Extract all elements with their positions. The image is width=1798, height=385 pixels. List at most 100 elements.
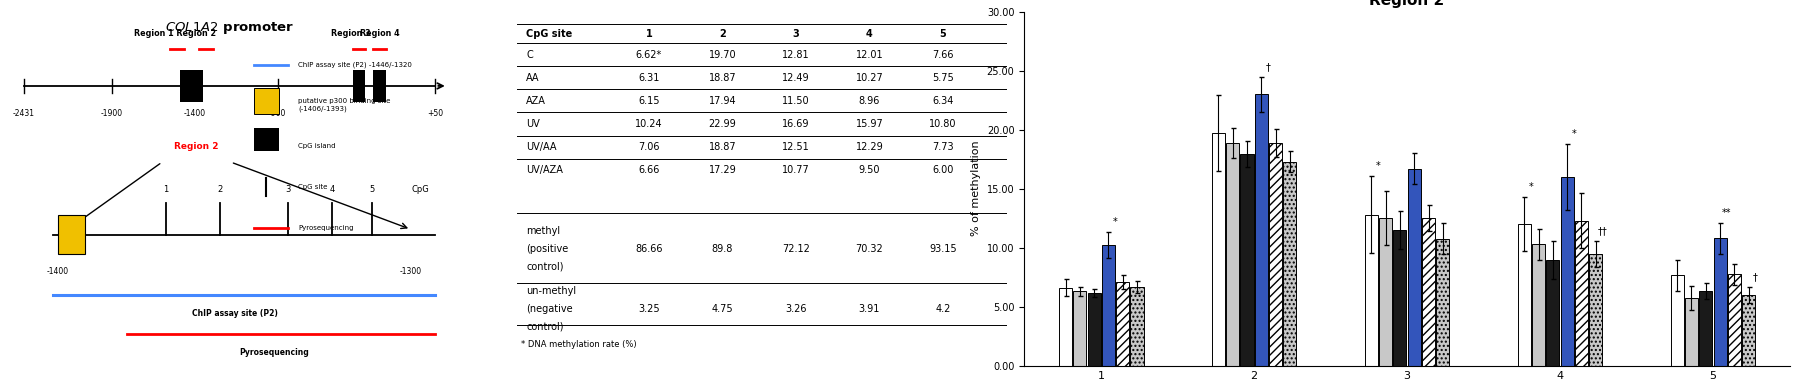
Text: Pyrosequencing: Pyrosequencing: [298, 224, 354, 231]
Text: 3: 3: [286, 185, 291, 194]
Text: 19.70: 19.70: [708, 50, 735, 60]
Text: 3.91: 3.91: [858, 304, 879, 314]
Bar: [1100, 245, 1115, 366]
Text: 12.49: 12.49: [782, 73, 809, 83]
Text: 4: 4: [329, 185, 334, 194]
Bar: [1740, 295, 1755, 366]
Text: Region 2: Region 2: [174, 142, 219, 151]
Text: CpG site: CpG site: [298, 184, 327, 190]
Text: †: †: [1264, 62, 1269, 72]
Bar: [1268, 143, 1282, 366]
Text: 10.27: 10.27: [856, 73, 883, 83]
Text: 7.66: 7.66: [931, 50, 953, 60]
Text: 15.97: 15.97: [856, 119, 883, 129]
Bar: [1115, 282, 1129, 366]
Text: 3.26: 3.26: [784, 304, 806, 314]
Bar: [1088, 293, 1100, 366]
Bar: [1573, 221, 1588, 366]
Text: 22.99: 22.99: [708, 119, 735, 129]
Text: 17.94: 17.94: [708, 96, 735, 106]
Text: 16.69: 16.69: [782, 119, 809, 129]
Text: 4.2: 4.2: [935, 304, 949, 314]
Text: -900: -900: [270, 109, 286, 118]
Text: 12.29: 12.29: [856, 142, 883, 152]
Bar: [372, 70, 387, 102]
Bar: [1518, 224, 1530, 366]
Text: 5: 5: [939, 29, 946, 39]
Text: 11.50: 11.50: [782, 96, 809, 106]
Text: 6.66: 6.66: [638, 165, 660, 175]
Text: C: C: [527, 50, 532, 60]
Text: 3.25: 3.25: [638, 304, 660, 314]
Bar: [1532, 244, 1544, 366]
Text: *: *: [1375, 161, 1379, 171]
Bar: [1379, 218, 1392, 366]
Bar: [1435, 239, 1449, 366]
Text: 2: 2: [218, 185, 223, 194]
Text: 93.15: 93.15: [930, 244, 957, 254]
Bar: [1546, 260, 1559, 366]
Text: ††: ††: [1597, 226, 1606, 236]
Text: 18.87: 18.87: [708, 73, 735, 83]
Text: 70.32: 70.32: [856, 244, 883, 254]
Text: 5.75: 5.75: [931, 73, 953, 83]
Text: ChIP assay site (P2) -1446/-1320: ChIP assay site (P2) -1446/-1320: [298, 62, 412, 68]
Text: * DNA methylation rate (%): * DNA methylation rate (%): [521, 340, 636, 349]
Bar: [1393, 230, 1406, 366]
Y-axis label: % of methylation: % of methylation: [971, 141, 980, 236]
Text: 8.96: 8.96: [858, 96, 879, 106]
Text: *: *: [1570, 129, 1575, 139]
Text: -1900: -1900: [101, 109, 122, 118]
Text: control): control): [527, 322, 563, 332]
Title: Region 2: Region 2: [1368, 0, 1444, 8]
Bar: [254, 88, 279, 114]
Text: Region 3: Region 3: [331, 29, 370, 38]
Text: 6.31: 6.31: [638, 73, 660, 83]
Bar: [1726, 275, 1740, 366]
Text: UV/AA: UV/AA: [527, 142, 557, 152]
Text: Region 1 Region 2: Region 1 Region 2: [133, 29, 216, 38]
Text: control): control): [527, 261, 563, 271]
Bar: [1406, 169, 1420, 366]
Text: 12.01: 12.01: [856, 50, 883, 60]
Bar: [254, 129, 279, 151]
Text: 7.73: 7.73: [931, 142, 953, 152]
Bar: [1059, 288, 1072, 366]
Text: 10.77: 10.77: [782, 165, 809, 175]
Bar: [1420, 218, 1435, 366]
Text: un-methyl: un-methyl: [527, 286, 575, 296]
Bar: [1685, 298, 1697, 366]
Text: 4: 4: [865, 29, 872, 39]
Bar: [1129, 287, 1144, 366]
Text: 1: 1: [645, 29, 653, 39]
Bar: [1253, 94, 1268, 366]
Text: CpG: CpG: [412, 185, 430, 194]
Text: *: *: [1111, 217, 1117, 227]
Text: 10.80: 10.80: [930, 119, 957, 129]
Text: (negative: (negative: [527, 304, 574, 314]
Text: Pyrosequencing: Pyrosequencing: [239, 348, 309, 357]
Bar: [1670, 275, 1683, 366]
Text: 18.87: 18.87: [708, 142, 735, 152]
Bar: [1282, 162, 1296, 366]
Text: -1400: -1400: [183, 109, 205, 118]
Text: 7.06: 7.06: [638, 142, 660, 152]
Bar: [1559, 177, 1573, 366]
Bar: [352, 70, 365, 102]
Text: 1: 1: [164, 185, 169, 194]
Text: 4.75: 4.75: [712, 304, 734, 314]
Text: CpG island: CpG island: [298, 143, 336, 149]
Text: AA: AA: [527, 73, 539, 83]
Text: 6.34: 6.34: [931, 96, 953, 106]
Text: ChIP assay site (P2): ChIP assay site (P2): [191, 309, 277, 318]
Text: Region 4: Region 4: [360, 29, 399, 38]
Text: 6.62*: 6.62*: [635, 50, 662, 60]
Text: +50: +50: [428, 109, 444, 118]
Text: 17.29: 17.29: [708, 165, 735, 175]
Text: *: *: [1528, 182, 1532, 192]
Bar: [1712, 238, 1726, 366]
Text: $\mathit{COL1A2}$ promoter: $\mathit{COL1A2}$ promoter: [165, 20, 295, 37]
Text: 6.15: 6.15: [638, 96, 660, 106]
Text: 6.00: 6.00: [931, 165, 953, 175]
Text: †: †: [1751, 272, 1757, 282]
